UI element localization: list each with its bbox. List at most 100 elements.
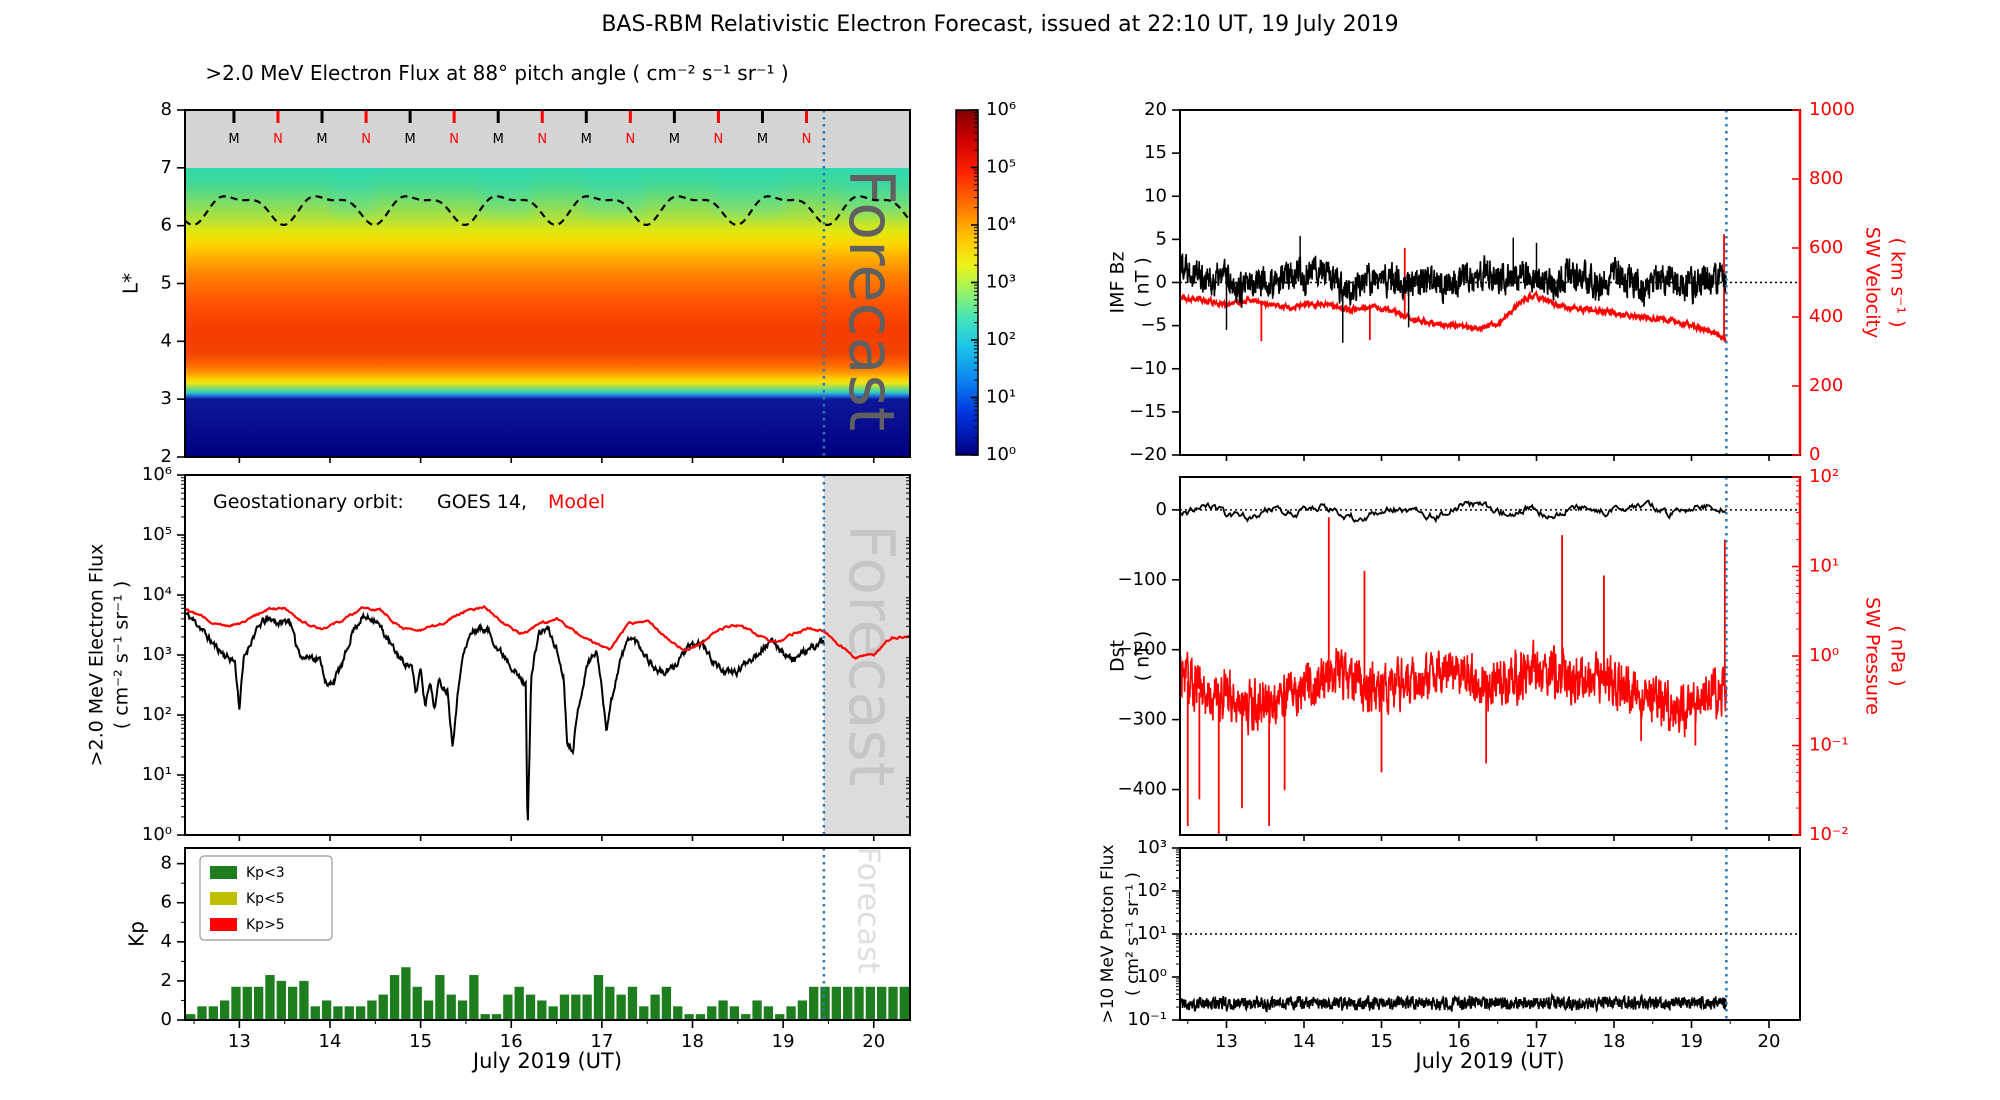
right-y-tick-label: 10¹ <box>1809 556 1839 577</box>
kp-bar <box>457 1000 468 1020</box>
y-tick-label: 5 <box>1156 228 1167 249</box>
panel-kp: Forecast 0 2 4 6 8 13 14 15 16 17 18 19 20 Kp July 2019… <box>125 847 911 1073</box>
local-time-label: N <box>625 132 635 147</box>
y-tick-label: −20 <box>1129 444 1167 465</box>
magnetopause-line <box>185 195 910 226</box>
kp-bar <box>854 986 864 1020</box>
series <box>185 604 910 821</box>
x-tick-label: 20 <box>862 1031 885 1052</box>
kp-bar <box>299 980 309 1020</box>
colorbar-tick-label: 10⁴ <box>986 214 1016 235</box>
kp-bar <box>831 986 842 1020</box>
orbit-annotation: Geostationary orbit: <box>213 491 404 513</box>
right-y-tick-label: 400 <box>1809 306 1843 327</box>
local-time-label: N <box>802 132 812 147</box>
panel-electron-flux-heatmap: Forecast M N M N M N M N M N M N M N 2 3 4 5 6 7 8 L* >2.0 MeV … <box>119 61 1017 467</box>
kp-bar <box>661 986 672 1020</box>
x-tick-label: 17 <box>1525 1031 1548 1052</box>
kp-bar <box>593 975 604 1020</box>
y-tick-label: 10³ <box>142 644 172 665</box>
y-tick-label: 8 <box>161 853 172 874</box>
series <box>1180 992 1727 1013</box>
proton-flux-line <box>1180 992 1727 1013</box>
colorbar-tick-label: 10³ <box>986 272 1016 293</box>
y-tick-label: 6 <box>161 215 172 236</box>
kp-bar <box>684 1014 694 1020</box>
y-axis-units: ( nT ) <box>1132 631 1154 682</box>
goes14-line <box>185 610 825 821</box>
right-y-axis-units: ( km s⁻¹ ) <box>1887 238 1909 328</box>
imf-bz-line <box>1180 253 1727 308</box>
right-y-axis-units: ( nPa ) <box>1887 625 1909 686</box>
y-tick-label: 8 <box>161 99 172 120</box>
right-y-tick-label: 10⁻² <box>1809 824 1849 845</box>
y-tick-label: −200 <box>1118 639 1167 660</box>
kp-bar <box>627 986 638 1020</box>
local-time-label: M <box>316 132 327 147</box>
kp-bar <box>253 986 264 1020</box>
flux-teal-patch <box>715 167 784 216</box>
kp-bar <box>605 986 615 1020</box>
legend-label: Kp<3 <box>246 865 285 881</box>
kp-bar <box>559 994 570 1020</box>
local-time-label: N <box>273 132 283 147</box>
right-y-tick-label: 1000 <box>1809 99 1855 120</box>
x-tick-label: 18 <box>681 1031 704 1052</box>
kp-bar <box>888 986 898 1020</box>
kp-bar <box>707 1006 717 1020</box>
heatmap-title: >2.0 MeV Electron Flux at 88° pitch angl… <box>205 61 788 85</box>
x-tick-label: 15 <box>1370 1031 1393 1052</box>
kp-bar <box>786 1006 796 1020</box>
kp-bar <box>321 1000 332 1020</box>
kp-bar <box>265 975 275 1020</box>
kp-bar <box>650 994 660 1020</box>
axis-box <box>184 847 911 1021</box>
right-y-tick-label: 10⁻¹ <box>1809 735 1849 756</box>
y-tick-label: 10¹ <box>142 764 172 785</box>
x-tick-label: 14 <box>1293 1031 1316 1052</box>
right-y-axis-label: SW Velocity <box>1862 227 1884 338</box>
colorbar-tick-label: 10² <box>986 329 1016 350</box>
kp-bar <box>219 1000 230 1020</box>
kp-bar <box>775 1014 785 1020</box>
kp-bar <box>469 975 479 1020</box>
y-tick-label: 10⁶ <box>142 464 172 485</box>
goes14-legend-text: GOES 14, <box>437 491 527 513</box>
y-axis-units: ( cm⁻² s⁻¹ sr⁻¹ ) <box>111 581 133 729</box>
y-tick-label: −100 <box>1118 569 1167 590</box>
y-tick-label: 4 <box>161 330 172 351</box>
kp-bar <box>231 986 241 1020</box>
kp-bar <box>877 986 887 1020</box>
kp-bar <box>809 986 819 1020</box>
series <box>1180 499 1728 835</box>
kp-bar <box>423 1000 434 1020</box>
right-y-axis-label: SW Pressure <box>1862 597 1884 715</box>
kp-bar <box>491 1014 502 1020</box>
no-data-band <box>185 110 910 168</box>
kp-bar <box>548 1006 558 1020</box>
y-tick-label: 3 <box>161 388 172 409</box>
y-tick-label: 2 <box>161 970 172 991</box>
local-time-label: M <box>757 132 768 147</box>
y-axis-label: >2.0 MeV Electron Flux <box>86 544 108 767</box>
y-tick-label: 10⁴ <box>142 584 172 605</box>
kp-bar <box>525 994 536 1020</box>
model-line <box>185 604 910 660</box>
colorbar-tick-label: 10⁰ <box>986 444 1016 465</box>
y-tick-label: 0 <box>1156 272 1167 293</box>
local-time-label: M <box>581 132 592 147</box>
x-tick-label: 18 <box>1603 1031 1626 1052</box>
kp-bar <box>186 1014 196 1020</box>
local-time-label: M <box>493 132 504 147</box>
panel-proton-flux: 10³ 10² 10¹ 10⁰ 10⁻¹ 13 14 15 16 17 18 19 20 >10 MeV … <box>1098 837 1801 1073</box>
y-axis-units: ( nT ) <box>1132 257 1154 308</box>
kp-bar <box>401 967 411 1020</box>
y-axis-units: ( cm² s⁻¹ sr⁻¹ ) <box>1123 872 1143 996</box>
kp-bar <box>695 1014 706 1020</box>
y-tick-label: 10² <box>142 704 172 725</box>
kp-bar <box>378 994 388 1020</box>
heatmap-content: Forecast <box>185 110 910 457</box>
kp-bar <box>797 1000 808 1020</box>
